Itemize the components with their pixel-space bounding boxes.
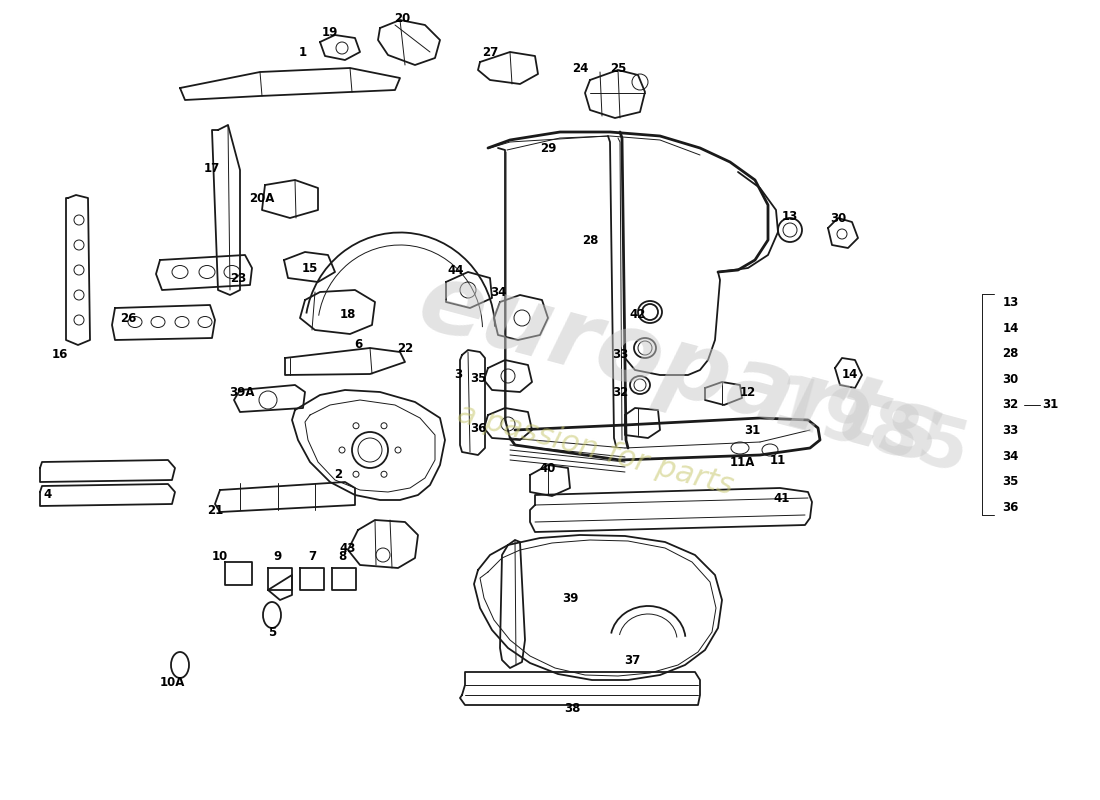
Text: 35: 35	[470, 371, 486, 385]
Text: 11A: 11A	[729, 455, 755, 469]
Text: 1985: 1985	[763, 370, 976, 490]
Text: 13: 13	[1002, 296, 1019, 309]
Text: 25: 25	[609, 62, 626, 74]
Text: 8: 8	[338, 550, 346, 563]
Text: 26: 26	[120, 311, 136, 325]
Text: 7: 7	[308, 550, 316, 563]
Text: 44: 44	[448, 263, 464, 277]
Text: 6: 6	[354, 338, 362, 350]
Text: 4: 4	[44, 489, 52, 502]
Text: 36: 36	[470, 422, 486, 434]
Text: 19: 19	[322, 26, 338, 38]
Text: 21: 21	[207, 503, 223, 517]
Text: 33: 33	[612, 349, 628, 362]
Text: 16: 16	[52, 349, 68, 362]
Text: 29: 29	[540, 142, 557, 154]
Text: 28: 28	[1002, 347, 1019, 360]
Text: 39A: 39A	[229, 386, 255, 398]
Text: 32: 32	[612, 386, 628, 398]
Text: 18: 18	[340, 309, 356, 322]
Text: 15: 15	[301, 262, 318, 274]
Text: 31: 31	[1043, 398, 1058, 411]
Text: a passion for parts: a passion for parts	[453, 399, 736, 501]
Text: 2: 2	[334, 469, 342, 482]
Text: 10: 10	[212, 550, 228, 563]
Text: 35: 35	[1002, 475, 1019, 488]
Text: 40: 40	[540, 462, 557, 474]
Text: 14: 14	[842, 369, 858, 382]
Text: 22: 22	[397, 342, 414, 354]
Text: 28: 28	[582, 234, 598, 246]
Text: 5: 5	[268, 626, 276, 638]
Text: 20: 20	[394, 11, 410, 25]
Text: 9: 9	[274, 550, 282, 563]
Text: 27: 27	[482, 46, 498, 58]
Text: 34: 34	[1002, 450, 1019, 462]
Text: 36: 36	[1002, 501, 1019, 514]
Text: 17: 17	[204, 162, 220, 174]
Text: 30: 30	[829, 211, 846, 225]
Text: 42: 42	[630, 309, 646, 322]
Text: 24: 24	[572, 62, 588, 74]
Text: 13: 13	[782, 210, 799, 222]
Text: 3: 3	[454, 369, 462, 382]
Text: 34: 34	[490, 286, 506, 298]
Text: 30: 30	[1002, 373, 1019, 386]
Text: 23: 23	[230, 271, 246, 285]
Text: europarts: europarts	[408, 255, 952, 485]
Text: 43: 43	[340, 542, 356, 554]
Text: 12: 12	[740, 386, 756, 399]
Text: 41: 41	[773, 491, 790, 505]
Text: 14: 14	[1002, 322, 1019, 334]
Text: 1: 1	[299, 46, 307, 58]
Text: 33: 33	[1002, 424, 1019, 437]
Text: 39: 39	[562, 591, 579, 605]
Text: 38: 38	[564, 702, 580, 714]
Text: 31: 31	[744, 423, 760, 437]
Text: 10A: 10A	[160, 675, 185, 689]
Text: 37: 37	[624, 654, 640, 666]
Text: 11: 11	[770, 454, 786, 466]
Text: 20A: 20A	[250, 191, 275, 205]
Text: 32: 32	[1002, 398, 1019, 411]
